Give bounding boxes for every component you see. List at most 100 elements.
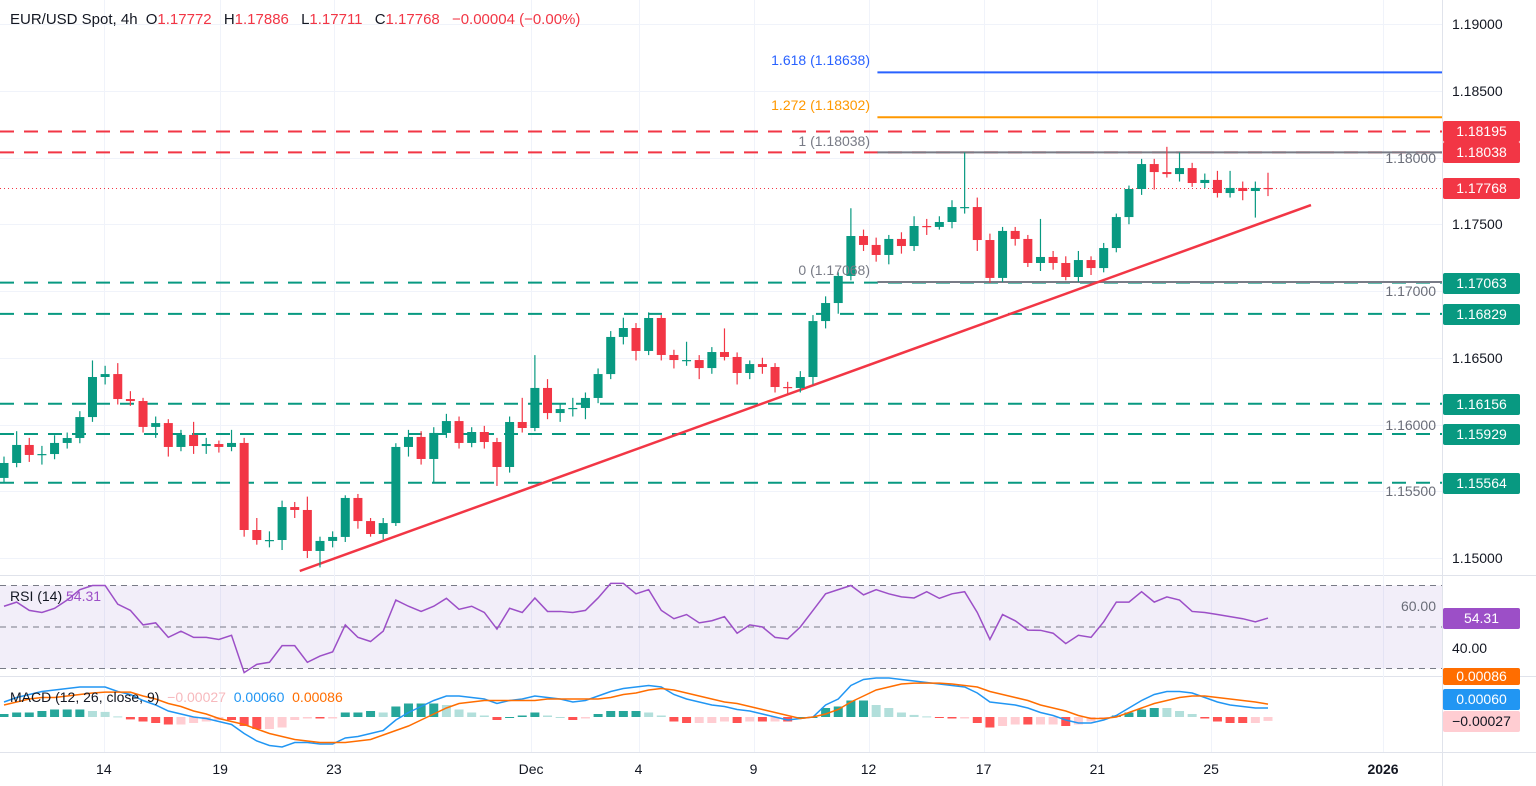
candle — [125, 391, 135, 406]
macd-histogram-bar — [960, 717, 970, 719]
low-label: L — [301, 11, 310, 28]
macd-title[interactable]: MACD (12, 26, close, 9) — [10, 689, 160, 705]
candle — [998, 226, 1008, 282]
candle — [0, 456, 9, 484]
candle — [277, 500, 287, 551]
price-axis-label: 1.17500 — [1452, 216, 1503, 233]
candle-body — [0, 462, 9, 478]
candle-body — [909, 226, 919, 247]
candle — [732, 352, 742, 385]
candle-body — [1010, 230, 1020, 239]
candle — [707, 347, 717, 374]
candle — [719, 328, 729, 361]
macd-histogram-bar — [1225, 717, 1235, 723]
candle-body — [176, 434, 186, 447]
low-value: 1.17711 — [309, 11, 363, 28]
candle — [505, 416, 515, 473]
macd-histogram-bar — [467, 712, 477, 717]
candle — [656, 315, 666, 361]
candle-body — [669, 354, 679, 361]
macd-histogram-bar — [138, 717, 148, 722]
candle — [378, 517, 388, 540]
macd-histogram-bar — [707, 717, 717, 723]
macd-histogram-bar — [37, 711, 47, 717]
macd-histogram-bar — [580, 717, 590, 719]
candle — [934, 216, 944, 230]
candle-body — [745, 364, 755, 373]
macd-histogram-bar — [479, 715, 489, 717]
candle — [669, 349, 679, 369]
candle — [985, 233, 995, 284]
candle — [391, 443, 401, 526]
macd-histogram-bar — [125, 717, 135, 720]
candle — [1086, 256, 1096, 275]
candle — [1225, 170, 1235, 198]
candle — [113, 363, 123, 405]
fib-label-1618: 1.618 (1.18638) — [771, 52, 870, 68]
rsi-legend: RSI (14) 54.31 — [10, 588, 101, 604]
price-level-badge: 1.18038 — [1443, 142, 1520, 164]
time-axis-label: Dec — [518, 761, 544, 777]
macd-histogram-bar — [1162, 708, 1172, 717]
macd-histogram-bar — [1048, 717, 1058, 725]
candle — [62, 432, 72, 449]
candle-body — [833, 275, 843, 304]
candle — [138, 397, 148, 433]
candle — [859, 229, 869, 251]
macd-histogram-bar — [391, 706, 401, 717]
rsi-axis-label: 40.00 — [1452, 639, 1488, 656]
candle-body — [1111, 217, 1121, 249]
macd-histogram-bar — [859, 700, 869, 717]
macd-histogram-bar — [606, 711, 616, 717]
candle — [353, 493, 363, 529]
price-level-badge: 1.17063 — [1443, 272, 1520, 294]
candle-body — [580, 397, 590, 408]
macd-histogram-bar — [378, 712, 388, 717]
candle — [315, 536, 325, 568]
price-axis-label: 1.18500 — [1452, 82, 1503, 99]
candle — [100, 365, 110, 385]
candle-body — [1175, 168, 1185, 175]
macd-histogram-bar — [795, 717, 805, 718]
candle — [340, 495, 350, 543]
candle-body — [682, 360, 692, 362]
macd-histogram-bar — [151, 717, 161, 723]
candle — [960, 152, 970, 214]
candle-body — [505, 421, 515, 467]
fib-label-1: 1 (1.18038) — [798, 133, 870, 149]
time-axis-label: 23 — [326, 761, 342, 777]
candle-body — [163, 423, 173, 447]
time-axis-label: 12 — [860, 761, 877, 777]
macd-histogram-bar — [441, 705, 451, 717]
candle — [87, 360, 97, 422]
rsi-title[interactable]: RSI (14) — [10, 588, 63, 604]
macd-histogram-bar — [290, 717, 300, 720]
macd-histogram-bar — [719, 717, 729, 722]
candle — [403, 429, 413, 457]
macd-histogram-bar — [884, 708, 894, 717]
rsi-value-badge: 54.31 — [1443, 608, 1520, 630]
candle — [1175, 152, 1185, 182]
candle-body — [416, 436, 426, 459]
symbol-title[interactable]: EUR/USD Spot, 4h — [10, 11, 138, 28]
candle-body — [1137, 164, 1147, 190]
candle — [189, 421, 199, 454]
candle-body — [719, 352, 729, 357]
candle — [1035, 218, 1045, 271]
candle — [821, 296, 831, 329]
candle-body — [467, 432, 477, 443]
macd-histogram-bar — [315, 717, 325, 719]
macd-histogram-bar — [846, 700, 856, 717]
candle-body — [1124, 189, 1134, 218]
candle — [429, 427, 439, 484]
candle — [416, 431, 426, 465]
macd-histogram-bar — [24, 712, 34, 717]
time-axis-label: 2026 — [1367, 761, 1399, 777]
macd-histogram-bar — [833, 706, 843, 717]
candle — [517, 397, 527, 433]
open-label: O — [145, 11, 158, 28]
candle-body — [1061, 262, 1071, 278]
rsi-line — [3, 582, 1269, 674]
candle — [593, 368, 603, 404]
